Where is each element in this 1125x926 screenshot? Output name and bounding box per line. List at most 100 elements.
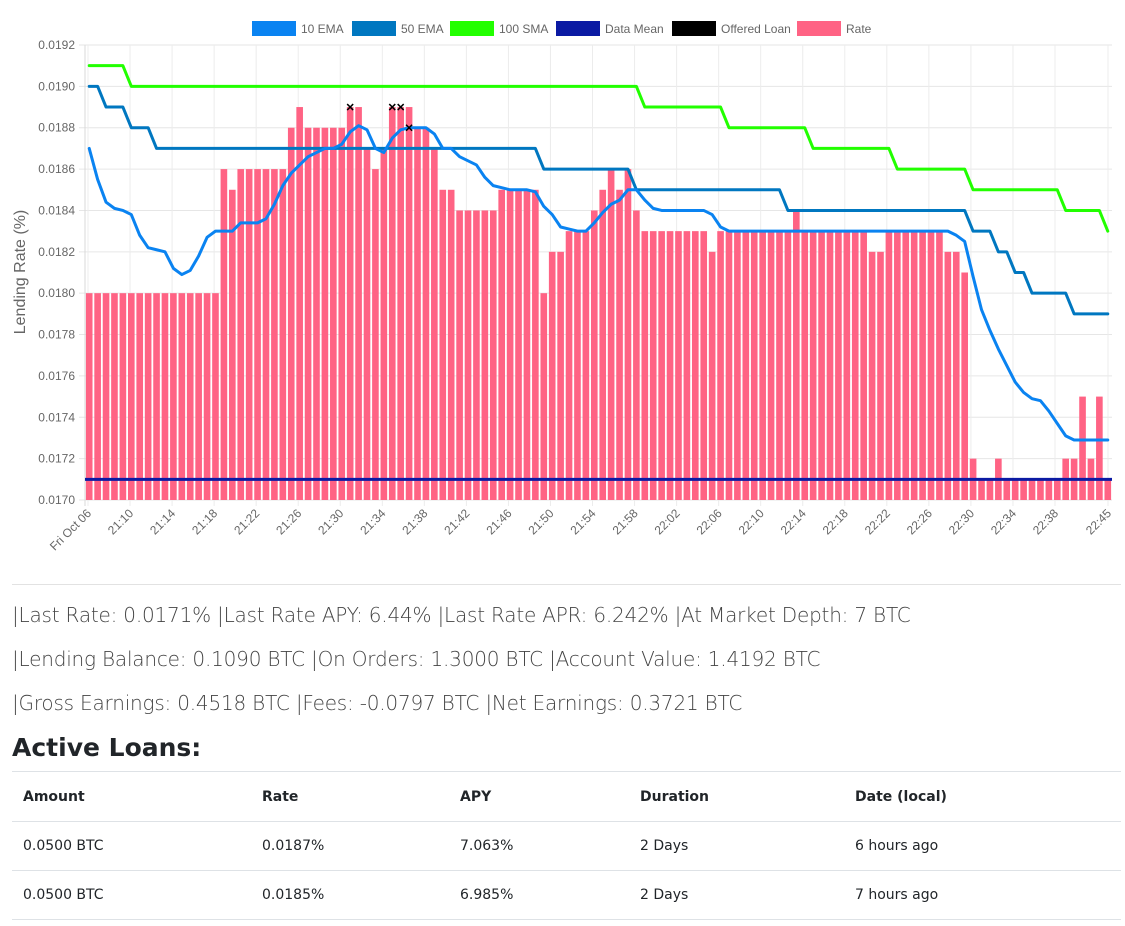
rate-bar [793, 210, 800, 501]
x-tick-label: 21:42 [441, 506, 472, 537]
rate-bar [506, 189, 514, 501]
ema50-line [87, 84, 1110, 316]
rate-bar [1011, 479, 1019, 500]
rate-bar [447, 189, 455, 501]
rate-bar [809, 231, 817, 501]
x-tick-label: 22:38 [1030, 506, 1061, 537]
x-tick-label: Fri Oct 06 [47, 506, 94, 553]
y-tick-label: 0.0192 [38, 38, 75, 52]
rate-bar [548, 251, 556, 500]
rate-bar [590, 210, 598, 501]
x-tick-label: 22:34 [988, 506, 1019, 537]
rate-bar [515, 189, 522, 501]
rate-bar [85, 293, 93, 500]
loan-amount-cell: 0.0500 BTC [12, 870, 251, 920]
rate-bar [372, 169, 379, 500]
active-loans-heading: Active Loans: [12, 733, 202, 762]
chart-legend[interactable]: 10 EMA 50 EMA 100 SMA Data Mean Offered Loan… [252, 21, 872, 36]
x-tick-label: 22:30 [946, 506, 977, 537]
x-tick-label: 21:22 [231, 506, 262, 537]
rate-bar [759, 231, 766, 501]
y-axis-title: Lending Rate (%) [12, 210, 29, 335]
x-tick-label: 22:45 [1083, 506, 1114, 537]
rate-bar [936, 231, 943, 501]
rate-bar [414, 127, 421, 501]
rate-bar [683, 231, 691, 501]
rate-bar [843, 231, 851, 501]
rate-bar [186, 293, 194, 500]
rate-bar [1045, 479, 1053, 500]
x-tick-label: 21:14 [147, 506, 178, 537]
x-tick-label: 21:10 [105, 506, 136, 537]
rate-bar [734, 231, 741, 501]
section-divider [12, 584, 1121, 585]
rate-bar [700, 231, 708, 501]
rate-bar [894, 231, 901, 501]
rate-bar [170, 293, 177, 500]
rate-bar [363, 148, 371, 500]
legend-label: Rate [846, 22, 872, 36]
table-header-row: Amount Rate APY Duration Date (local) [12, 771, 1121, 822]
x-tick-label: 22:18 [820, 506, 851, 537]
lending-rate-chart: 10 EMA 50 EMA 100 SMA Data Mean Offered Loan… [12, 21, 1114, 553]
legend-label: 10 EMA [301, 22, 344, 36]
rate-bar [835, 231, 842, 501]
x-tick-label: 22:06 [694, 506, 725, 537]
indicator-lines [85, 64, 1112, 481]
rate-bar [313, 127, 320, 501]
offered-loan-marker [388, 103, 396, 111]
rate-bar [456, 210, 463, 501]
y-tick-label: 0.0184 [38, 203, 75, 217]
column-header-duration: Duration [629, 771, 844, 822]
rate-bar [1028, 479, 1036, 500]
rate-bar [742, 231, 750, 501]
rate-bar [877, 251, 884, 500]
loan-date-cell: 7 hours ago [844, 870, 1121, 920]
rate-bar [641, 231, 649, 501]
rate-bar [346, 107, 354, 500]
loan-apy-cell: 7.063% [449, 821, 629, 871]
rate-bar [287, 127, 295, 501]
x-tick-label: 22:22 [862, 506, 893, 537]
loan-apy-cell: 6.985% [449, 870, 629, 920]
legend-swatch [556, 21, 600, 36]
rate-bar [195, 293, 202, 500]
column-header-rate: Rate [251, 771, 449, 822]
legend-label: 100 SMA [499, 22, 548, 36]
rate-bar [675, 231, 682, 501]
rate-bar [254, 169, 261, 500]
table-row: 0.0500 BTC 0.0187% 7.063% 2 Days 6 hours… [12, 821, 1121, 871]
rate-bar [161, 293, 169, 500]
rate-bar [927, 231, 935, 501]
loan-rate-cell: 0.0187% [251, 821, 449, 871]
y-tick-label: 0.0178 [38, 328, 75, 342]
rate-bar [910, 231, 918, 501]
rate-bar [599, 189, 607, 501]
rate-bar [986, 479, 994, 500]
x-tick-label: 22:14 [778, 506, 809, 537]
y-tick-label: 0.0176 [38, 369, 75, 383]
rate-bar [1104, 479, 1112, 500]
rate-bar [961, 272, 968, 500]
rate-bar [885, 231, 893, 501]
y-axis-ticks: 0.0170 0.0172 0.0174 0.0176 0.0178 0.0180 0.01… [38, 38, 75, 507]
sma100-line [87, 64, 1110, 233]
rate-bar [818, 231, 825, 501]
offered-loan-markers [346, 103, 413, 132]
x-tick-label: 21:50 [525, 506, 556, 537]
rate-bar [296, 107, 303, 500]
rate-bar [868, 251, 876, 500]
y-tick-label: 0.0190 [38, 79, 75, 93]
rate-bar [498, 189, 506, 501]
table-row: 0.0500 BTC 0.0185% 6.985% 2 Days 7 hours… [12, 870, 1121, 920]
legend-swatch [450, 21, 494, 36]
rate-bar [860, 231, 867, 501]
rate-bar [532, 189, 539, 501]
rate-bar [245, 169, 253, 500]
x-tick-label: 21:58 [610, 506, 641, 537]
loan-amount-cell: 0.0500 BTC [12, 821, 251, 871]
rate-bar [919, 231, 926, 501]
legend-swatch [672, 21, 716, 36]
rate-bar [978, 479, 985, 500]
rate-bar [136, 293, 144, 500]
